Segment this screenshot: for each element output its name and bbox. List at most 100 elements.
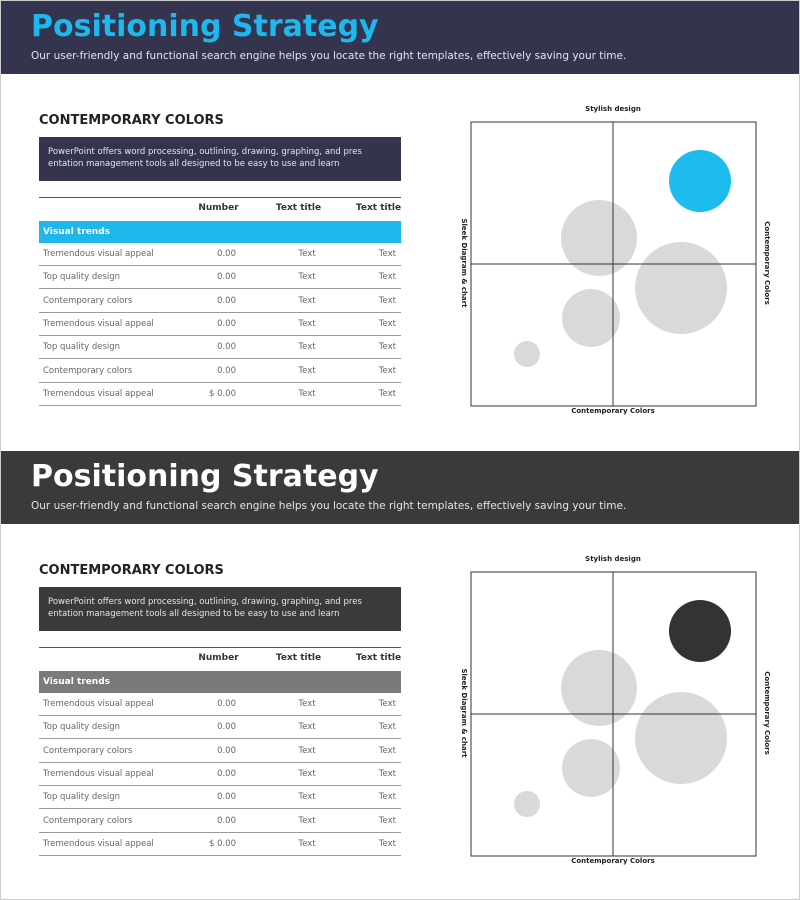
table-cell: Text	[298, 699, 316, 709]
row-rule	[39, 715, 401, 716]
row-label: Tremendous visual appeal	[43, 768, 154, 779]
axis-label-top: Stylish design	[585, 105, 641, 113]
table-cell: 0.00	[217, 815, 236, 826]
column-header: Text title	[275, 203, 322, 213]
table-cell: 0.00	[217, 745, 236, 756]
bubble	[635, 242, 727, 334]
slide: Positioning Strategy Our user-friendly an…	[1, 451, 799, 899]
table-rule	[39, 197, 401, 198]
column-header: Number	[198, 653, 239, 663]
table-cell: Text	[378, 342, 396, 353]
row-label: Top quality design	[43, 722, 121, 733]
table-cell: 0.00	[217, 318, 236, 329]
row-label: Contemporary colors	[43, 295, 133, 306]
row-rule	[39, 288, 401, 290]
row-label: Top quality design	[43, 272, 121, 283]
row-rule	[39, 738, 401, 740]
slide: Positioning Strategy Our user-friendly an…	[1, 1, 799, 451]
column-header: Text title	[355, 653, 402, 663]
table-cell: Text	[298, 342, 316, 353]
bubble	[561, 200, 637, 276]
table-cell: 0.00	[217, 295, 236, 306]
description-line: entation management tools all designed t…	[48, 159, 340, 169]
table-cell: Text	[378, 768, 396, 779]
description-box	[39, 137, 401, 181]
table-cell: Text	[298, 388, 316, 399]
table-cell: Text	[298, 792, 316, 803]
table-rule	[39, 647, 401, 648]
row-rule	[39, 404, 401, 406]
table-cell: Text	[298, 365, 316, 376]
table-cell: Text	[298, 272, 316, 283]
header-bar	[1, 1, 799, 74]
row-rule	[39, 334, 401, 336]
section-heading: CONTEMPORARY COLORS	[39, 563, 224, 578]
row-label: Top quality design	[43, 792, 121, 803]
bubble	[562, 739, 620, 797]
highlight-bubble	[669, 600, 731, 662]
table-cell: Text	[378, 272, 396, 283]
table-cell: Text	[298, 838, 316, 849]
description-box	[39, 587, 401, 631]
table-cell: Text	[378, 388, 396, 399]
axis-label-right: Contemporary Colors	[763, 221, 771, 305]
row-label: Tremendous visual appeal	[43, 388, 154, 399]
table-cell: Text	[298, 295, 316, 306]
group-row	[39, 671, 401, 693]
table-cell: Text	[298, 249, 316, 259]
table-cell: 0.00	[217, 768, 236, 779]
bubble	[562, 289, 620, 347]
column-header: Number	[198, 203, 239, 213]
table-cell: 0.00	[217, 722, 236, 733]
row-rule	[39, 761, 401, 763]
axis-label-top: Stylish design	[585, 555, 641, 563]
table-cell: 0.00	[217, 342, 236, 353]
table-cell: Text	[298, 768, 316, 779]
row-rule	[39, 358, 401, 360]
slide-subtitle: Our user-friendly and functional search …	[31, 500, 627, 512]
axis-label-bottom: Contemporary Colors	[571, 857, 655, 865]
table-cell: Text	[378, 745, 396, 756]
row-label: Tremendous visual appeal	[43, 838, 154, 849]
table-cell: Text	[378, 295, 396, 306]
column-header: Text title	[355, 203, 402, 213]
table-cell: 0.00	[217, 249, 236, 259]
row-label: Tremendous visual appeal	[43, 699, 154, 709]
table-cell: Text	[298, 318, 316, 329]
table-cell: 0.00	[217, 272, 236, 283]
row-label: Contemporary colors	[43, 815, 133, 826]
table-cell: Text	[378, 722, 396, 733]
table-cell: 0.00	[217, 792, 236, 803]
row-label: Tremendous visual appeal	[43, 249, 154, 259]
axis-label-bottom: Contemporary Colors	[571, 407, 655, 415]
table-cell: $ 0.00	[208, 838, 236, 849]
header-bar	[1, 451, 799, 524]
positioning-map	[470, 121, 757, 407]
axis-label-right: Contemporary Colors	[763, 671, 771, 755]
row-rule	[39, 831, 401, 833]
slide-title: Positioning Strategy	[31, 9, 379, 44]
group-row	[39, 221, 401, 243]
row-rule	[39, 311, 401, 313]
column-header: Text title	[275, 653, 322, 663]
bubble	[514, 341, 540, 367]
table-cell: Text	[298, 722, 316, 733]
description-line: PowerPoint offers word processing, outli…	[48, 147, 362, 157]
section-heading: CONTEMPORARY COLORS	[39, 113, 224, 128]
bubble	[561, 650, 637, 726]
description-line: entation management tools all designed t…	[48, 609, 340, 619]
row-label: Contemporary colors	[43, 365, 133, 376]
table-cell: Text	[298, 745, 316, 756]
highlight-bubble	[669, 150, 731, 212]
bubble	[514, 791, 540, 817]
group-label: Visual trends	[43, 677, 110, 687]
row-rule	[39, 854, 401, 856]
axis-label-left: Sleek Diagram & chart	[460, 668, 468, 758]
slide-title: Positioning Strategy	[31, 459, 379, 494]
row-label: Contemporary colors	[43, 745, 133, 756]
row-rule	[39, 784, 401, 786]
table-cell: $ 0.00	[208, 388, 236, 399]
row-label: Tremendous visual appeal	[43, 318, 154, 329]
table-cell: Text	[378, 249, 396, 259]
